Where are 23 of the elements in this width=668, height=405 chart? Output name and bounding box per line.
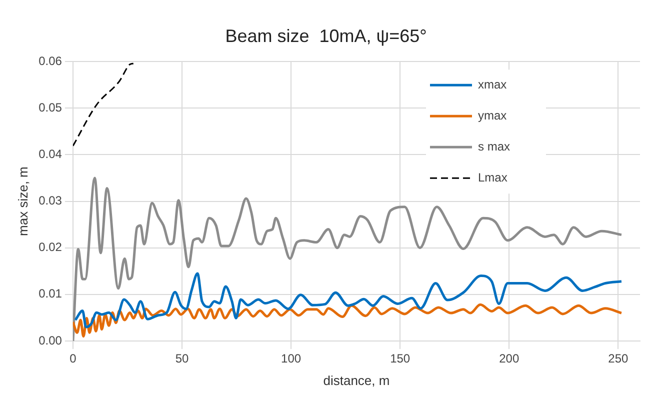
x-tick-label: 100	[281, 352, 302, 366]
y-tick-label: 0.00	[38, 333, 62, 348]
x-tick-label: 250	[608, 352, 629, 366]
legend-label: xmax	[478, 77, 507, 92]
x-tick-label: 200	[499, 352, 520, 366]
x-tick-label: 50	[175, 352, 189, 366]
x-axis-title: distance, m	[323, 372, 390, 388]
legend-label: Lmax	[478, 170, 508, 184]
y-tick-label: 0.06	[38, 54, 62, 68]
legend-label: s max	[478, 139, 510, 154]
line-series	[74, 272, 623, 328]
y-tick-label: 0.04	[38, 147, 62, 162]
line-series	[72, 62, 134, 147]
y-tick-label: 0.05	[38, 100, 62, 114]
x-tick-label: 150	[390, 352, 410, 366]
x-tick-label: 0	[70, 352, 77, 366]
y-tick-label: 0.01	[38, 286, 62, 301]
legend-label: ymax	[478, 108, 507, 122]
y-tick-label: 0.02	[38, 240, 62, 254]
y-tick-label: 0.03	[38, 194, 62, 208]
line-series	[72, 303, 623, 338]
y-axis-title: max size, m	[15, 166, 30, 236]
chart-title: Beam size 10mA, ψ=65°	[225, 26, 427, 46]
